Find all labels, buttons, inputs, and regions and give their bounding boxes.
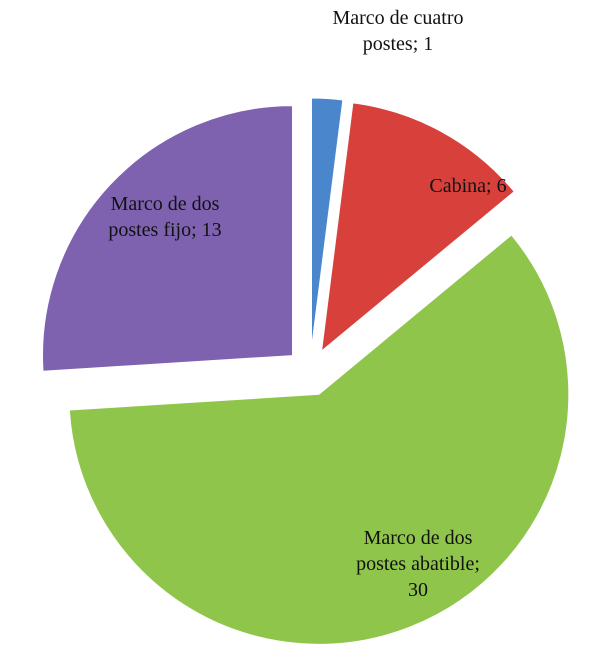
data-label: Marco de dos postes abatible; 30 xyxy=(356,527,480,601)
data-label-line: postes abatible; xyxy=(356,553,480,575)
pie-slice xyxy=(311,97,344,349)
data-label-line: Marco de cuatro xyxy=(332,7,463,29)
data-label: Cabina; 6 xyxy=(429,175,506,197)
pie-slice xyxy=(42,105,294,372)
pie-slice xyxy=(320,102,515,353)
pie-slice xyxy=(68,234,570,645)
data-label: Marco de cuatro postes; 1 xyxy=(332,7,463,55)
data-label-line: postes; 1 xyxy=(363,33,434,55)
data-label-line: Marco de dos xyxy=(364,527,473,549)
data-label-line: Cabina; 6 xyxy=(429,175,506,197)
data-label-line: Marco de dos xyxy=(111,193,220,215)
data-label-line: postes fijo; 13 xyxy=(108,219,221,241)
data-label: Marco de dos postes fijo; 13 xyxy=(108,193,221,241)
data-label-line: 30 xyxy=(408,579,428,601)
